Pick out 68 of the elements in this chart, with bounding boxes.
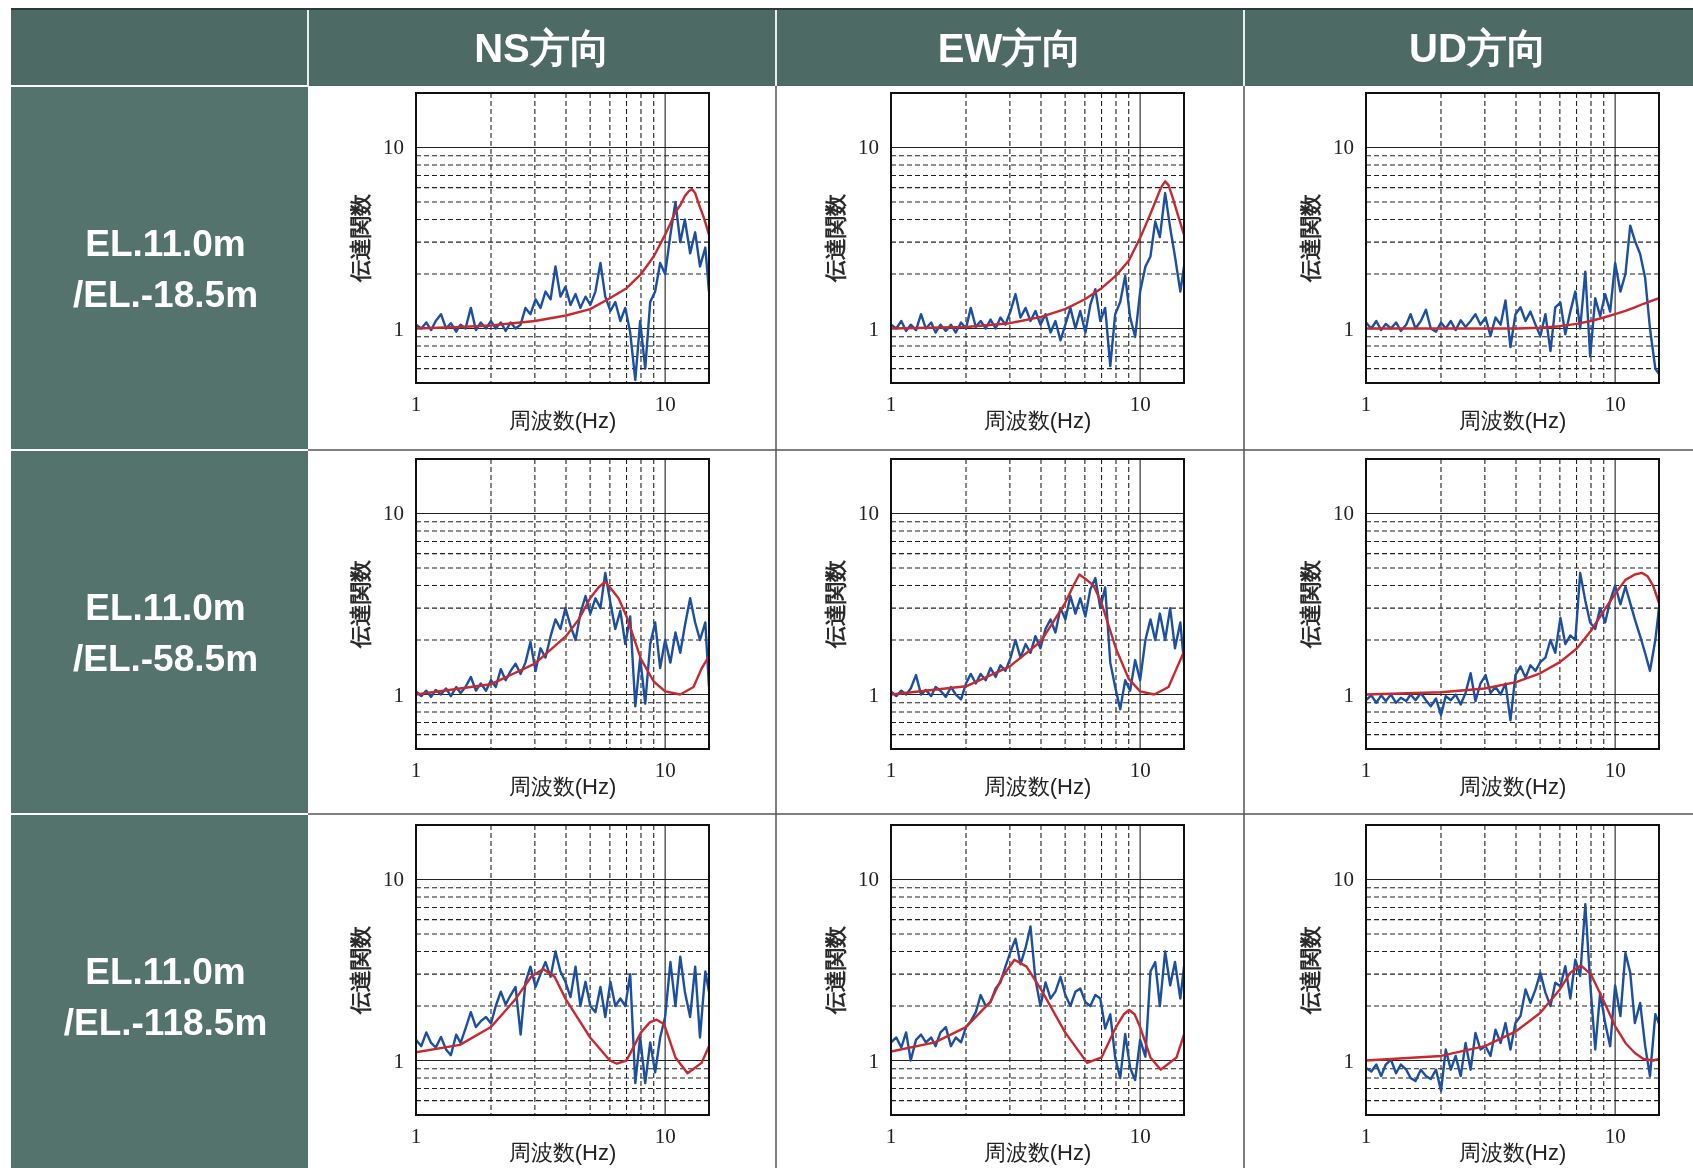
line-series — [416, 950, 709, 1085]
x-axis-title: 周波数(Hz) — [508, 1140, 617, 1165]
line-series — [1366, 224, 1659, 376]
y-tick-label: 1 — [868, 682, 879, 707]
line-series — [891, 191, 1184, 368]
x-axis-title: 周波数(Hz) — [983, 774, 1092, 799]
y-tick-label: 10 — [383, 501, 404, 526]
line-series — [1366, 571, 1659, 722]
x-tick-label: 10 — [654, 392, 676, 416]
x-tick-label: 1 — [1360, 1124, 1372, 1148]
y-tick-label: 10 — [383, 867, 404, 892]
y-tick-label: 10 — [1333, 867, 1354, 892]
x-axis-title: 周波数(Hz) — [508, 408, 617, 433]
x-tick-label: 10 — [1604, 392, 1626, 416]
y-tick-label: 1 — [393, 682, 404, 707]
line-series — [891, 925, 1184, 1082]
x-tick-label: 1 — [410, 1124, 422, 1148]
x-tick-label: 1 — [885, 758, 897, 782]
x-axis-title: 周波数(Hz) — [983, 1140, 1092, 1165]
y-axis-title: 伝達関数 — [348, 925, 373, 1015]
x-tick-label: 1 — [1360, 758, 1372, 782]
y-axis-title: 伝達関数 — [1298, 925, 1323, 1015]
y-axis-title: 伝達関数 — [348, 559, 373, 649]
y-tick-label: 1 — [1343, 1048, 1354, 1073]
y-tick-label: 1 — [393, 1048, 404, 1073]
x-tick-label: 1 — [410, 392, 422, 416]
y-tick-label: 10 — [858, 867, 879, 892]
y-tick-label: 10 — [1333, 501, 1354, 526]
x-axis-title: 周波数(Hz) — [1458, 1140, 1567, 1165]
x-tick-label: 10 — [654, 758, 676, 782]
y-tick-label: 10 — [1333, 135, 1354, 160]
y-axis-title: 伝達関数 — [1298, 193, 1323, 283]
y-tick-label: 1 — [868, 316, 879, 341]
y-axis-title: 伝達関数 — [823, 925, 848, 1015]
y-tick-label: 1 — [868, 1048, 879, 1073]
chart-title: NS方向 — [474, 25, 610, 70]
y-axis-title: 伝達関数 — [823, 559, 848, 649]
line-series — [416, 200, 709, 382]
x-tick-label: 10 — [1129, 758, 1151, 782]
x-axis-title: 周波数(Hz) — [1458, 408, 1567, 433]
y-tick-label: 1 — [1343, 682, 1354, 707]
x-tick-label: 10 — [654, 1124, 676, 1148]
x-axis-title: 周波数(Hz) — [1458, 774, 1567, 799]
x-tick-label: 1 — [885, 392, 897, 416]
y-tick-label: 10 — [383, 135, 404, 160]
y-axis-title: 伝達関数 — [1298, 559, 1323, 649]
y-tick-label: 1 — [393, 316, 404, 341]
x-tick-label: 10 — [1604, 1124, 1626, 1148]
line-series — [1366, 903, 1659, 1093]
text: EL.11.0m /EL.-18.5m — [72, 222, 259, 315]
y-tick-label: 1 — [1343, 316, 1354, 341]
y-axis-title: 伝達関数 — [823, 193, 848, 283]
y-tick-label: 10 — [858, 501, 879, 526]
chart-title: EW方向 — [937, 25, 1083, 70]
x-tick-label: 1 — [885, 1124, 897, 1148]
x-tick-label: 10 — [1129, 1124, 1151, 1148]
x-tick-label: 1 — [410, 758, 422, 782]
x-tick-label: 10 — [1604, 758, 1626, 782]
chart-title: UD方向 — [1409, 25, 1547, 70]
x-tick-label: 10 — [1129, 392, 1151, 416]
x-tick-label: 1 — [1360, 392, 1372, 416]
text: EL.11.0m /EL.-58.5m — [72, 586, 259, 679]
y-tick-label: 10 — [858, 135, 879, 160]
x-axis-title: 周波数(Hz) — [983, 408, 1092, 433]
text: EL.11.0m /EL.-118.5m — [63, 950, 268, 1043]
line-series — [416, 571, 709, 708]
y-axis-title: 伝達関数 — [348, 193, 373, 283]
x-axis-title: 周波数(Hz) — [508, 774, 617, 799]
